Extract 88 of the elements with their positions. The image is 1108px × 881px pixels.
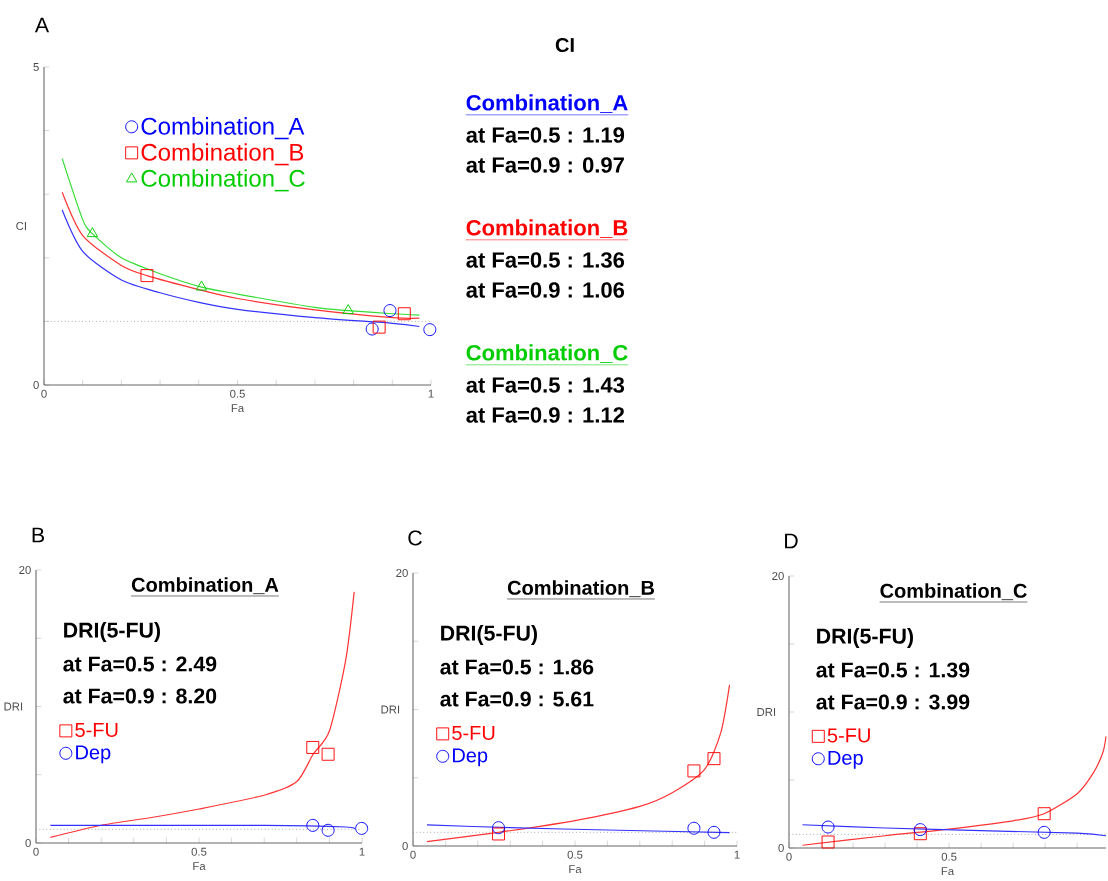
legend-label: Dep <box>828 750 863 769</box>
y-axis-title: DRI <box>381 705 400 714</box>
legend-label: Combination_B <box>141 143 304 166</box>
text: at Fa=0.9 : 1.12 <box>466 407 625 423</box>
point <box>365 322 379 336</box>
x-tick-label: 0.5 <box>230 389 245 398</box>
point <box>492 827 506 841</box>
text: at Fa=0.9 : 0.97 <box>466 157 624 173</box>
point <box>707 752 721 766</box>
annotation: at Fa=0.5 : 1.39 <box>816 662 970 678</box>
chart-title: Combination_A <box>131 577 279 595</box>
annotation: at Fa=0.5 : 2.49 <box>63 656 217 672</box>
point <box>687 764 701 778</box>
annotation: DRI(5-FU) <box>817 628 913 648</box>
legend-label: 5-FU <box>75 723 118 737</box>
legend-label: 5-FU <box>827 728 870 743</box>
point <box>423 323 437 337</box>
y-axis-title: DRI <box>757 708 776 716</box>
point <box>306 740 320 754</box>
legend-label: Combination_C <box>141 169 305 192</box>
line-series <box>801 824 1107 837</box>
line-series <box>426 684 731 843</box>
x-axis-title: Fa <box>193 862 206 871</box>
annotation: at Fa=0.9 : 8.20 <box>63 688 217 704</box>
chart-title: Combination_C <box>880 583 1027 601</box>
point <box>372 320 386 334</box>
point <box>913 827 927 841</box>
legend-label: Dep <box>453 748 488 767</box>
point <box>355 821 369 835</box>
x-axis-title: Fa <box>231 404 245 413</box>
x-tick-label: 1 <box>734 850 740 859</box>
text: at Fa=0.5 : 1.43 <box>466 377 625 393</box>
point <box>321 823 335 837</box>
point <box>821 835 835 849</box>
point <box>86 227 99 238</box>
line-series <box>61 191 420 319</box>
text: B <box>32 527 44 543</box>
text: at Fa=0.5 : 1.36 <box>466 252 625 268</box>
text: at Fa=0.5 : 1.19 <box>466 127 625 143</box>
x-tick-label: 0.5 <box>191 847 207 856</box>
legend-label: 5-FU <box>452 726 495 740</box>
y-tick-label: 5 <box>33 63 39 71</box>
point <box>140 269 154 283</box>
x-axis-title: Fa <box>941 867 955 876</box>
chart-title: Combination_B <box>507 580 654 598</box>
point <box>321 747 335 761</box>
point <box>1037 825 1051 839</box>
point <box>492 821 506 835</box>
text: C <box>408 530 422 546</box>
x-tick-label: 0.5 <box>567 850 583 859</box>
text: Combination_C <box>466 344 628 363</box>
y-tick-label: 20 <box>19 565 31 574</box>
text: D <box>785 533 798 549</box>
annotation: DRI(5-FU) <box>64 622 160 642</box>
y-axis-title: CI <box>16 221 26 230</box>
annotation: at Fa=0.9 : 5.61 <box>440 691 594 707</box>
point <box>397 307 411 321</box>
point <box>707 825 721 839</box>
point <box>821 820 835 834</box>
annotation: DRI(5-FU) <box>441 625 537 645</box>
x-tick-label: 0 <box>786 852 792 861</box>
text: CI <box>555 37 574 53</box>
legend-label: Dep <box>76 745 111 764</box>
x-axis-title: Fa <box>569 865 582 874</box>
point <box>306 818 320 832</box>
point <box>342 304 354 315</box>
text: Combination_B <box>466 219 628 238</box>
y-tick-label: 20 <box>396 568 408 577</box>
point <box>383 304 397 318</box>
point <box>195 280 208 291</box>
text: Combination_A <box>466 94 628 113</box>
annotation: at Fa=0.5 : 1.86 <box>440 659 594 675</box>
annotation: at Fa=0.9 : 3.99 <box>816 694 970 710</box>
x-tick-label: 1 <box>359 847 365 856</box>
line-series <box>426 824 731 834</box>
x-tick-label: 0 <box>41 389 47 398</box>
x-tick-label: 0 <box>410 850 416 859</box>
x-tick-label: 0.5 <box>941 852 957 861</box>
legend-label: Combination_A <box>141 117 305 140</box>
text: A <box>34 17 50 33</box>
line-series <box>61 209 420 328</box>
y-tick-label: 20 <box>772 571 784 580</box>
point <box>1037 807 1051 821</box>
y-axis-title: DRI <box>4 702 23 711</box>
point <box>687 821 701 835</box>
point <box>913 823 927 837</box>
x-tick-label: 1 <box>428 389 434 398</box>
text: at Fa=0.9 : 1.06 <box>466 282 625 298</box>
